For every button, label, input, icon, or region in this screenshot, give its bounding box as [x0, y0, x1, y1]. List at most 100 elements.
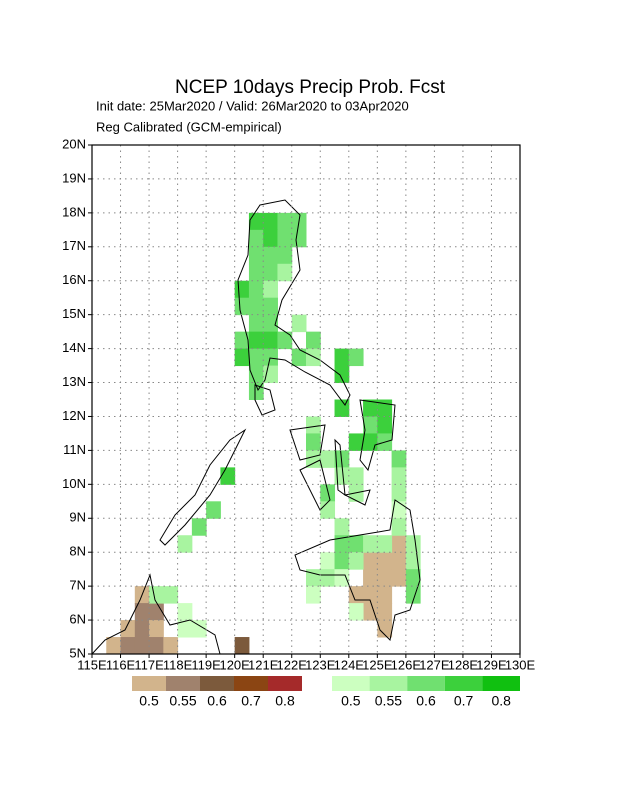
x-tick-label: 122E	[277, 657, 308, 672]
prob-cell	[391, 552, 407, 570]
prob-cell	[263, 348, 278, 367]
prob-cell	[391, 569, 407, 587]
prob-cell	[377, 552, 393, 570]
legend-swatch	[332, 676, 370, 691]
x-tick-label: 126E	[391, 657, 422, 672]
prob-cell	[248, 314, 264, 333]
x-tick-label: 130E	[505, 657, 536, 672]
prob-cell	[277, 212, 293, 231]
y-tick-label: 5N	[69, 645, 86, 660]
legend-swatch	[407, 676, 445, 691]
subtitle: Init date: 25Mar2020 / Valid: 26Mar2020 …	[96, 98, 409, 113]
y-tick-label: 14N	[62, 340, 86, 355]
prob-cell	[306, 348, 321, 367]
y-tick-label: 18N	[62, 204, 86, 219]
prob-cell	[363, 416, 378, 434]
prob-cell	[263, 212, 278, 231]
prob-cell	[263, 365, 278, 384]
coastline	[359, 399, 396, 472]
legend-label: 0.8	[275, 693, 295, 709]
prob-cell	[363, 552, 378, 570]
legend-swatch	[166, 676, 200, 691]
prob-cell	[177, 535, 193, 553]
prob-cell	[348, 467, 364, 485]
prob-cell	[120, 637, 136, 655]
y-tick-label: 7N	[69, 578, 86, 593]
prob-cell	[234, 297, 250, 316]
x-tick-label: 119E	[191, 657, 221, 672]
prob-cell	[377, 399, 393, 417]
x-tick-label: 127E	[419, 657, 450, 672]
prob-cell	[363, 603, 378, 621]
prob-cell	[306, 416, 321, 434]
legend-swatch	[444, 676, 483, 691]
y-tick-label: 10N	[62, 476, 86, 491]
prob-cell	[334, 467, 350, 485]
prob-cell	[348, 586, 364, 604]
x-tick-label: 123E	[305, 657, 336, 672]
prob-cell	[363, 433, 378, 451]
prob-cell	[306, 586, 321, 604]
prob-cell	[149, 586, 164, 604]
prob-cell	[320, 552, 336, 570]
prob-cell	[377, 603, 393, 621]
prob-cell	[263, 229, 278, 248]
prob-cell	[134, 603, 150, 621]
legend-swatch	[234, 676, 268, 691]
prob-cell	[363, 569, 378, 587]
x-tick-label: 121E	[248, 657, 279, 672]
x-tick-label: 125E	[362, 657, 393, 672]
legend-label: 0.6	[207, 693, 227, 709]
prob-cell	[234, 280, 250, 299]
prob-cell	[263, 297, 278, 316]
prob-cell	[306, 450, 321, 468]
y-tick-label: 9N	[69, 510, 86, 525]
prob-cell	[263, 280, 278, 299]
prob-cell	[248, 246, 264, 265]
coastline	[343, 489, 371, 506]
coastline	[254, 384, 276, 416]
prob-cell	[248, 280, 264, 299]
legend-swatch	[482, 676, 520, 691]
prob-cell	[106, 637, 122, 655]
legend-label: 0.5	[139, 693, 159, 709]
prob-cell	[191, 620, 207, 638]
coastline	[294, 499, 421, 642]
legend-label: 0.55	[169, 693, 196, 709]
coastline	[299, 459, 331, 511]
prob-cell	[377, 569, 393, 587]
prob-cell	[149, 620, 164, 638]
prob-cell	[405, 569, 421, 587]
y-tick-label: 17N	[62, 238, 86, 253]
prob-cell	[391, 535, 407, 553]
prob-cell	[377, 620, 393, 638]
plot-frame	[91, 144, 521, 655]
legend-label: 0.55	[375, 693, 402, 709]
prob-cell	[334, 365, 350, 384]
legend-label: 0.7	[241, 693, 261, 709]
x-tick-label: 120E	[219, 657, 250, 672]
prob-cell	[320, 450, 336, 468]
prob-cell	[163, 637, 179, 655]
prob-cell	[348, 348, 364, 367]
prob-cell	[377, 586, 393, 604]
prob-cell	[248, 348, 264, 367]
legend-label: 0.6	[416, 693, 436, 709]
prob-cell	[391, 450, 407, 468]
subtitle: Reg Calibrated (GCM-empirical)	[96, 119, 282, 134]
prob-cell	[348, 603, 364, 621]
prob-cell	[248, 212, 264, 231]
prob-cell	[348, 433, 364, 451]
y-tick-label: 6N	[69, 612, 86, 627]
prob-cell	[263, 246, 278, 265]
x-tick-label: 129E	[476, 657, 507, 672]
y-tick-label: 15N	[62, 306, 86, 321]
y-tick-label: 20N	[62, 136, 86, 151]
coastline	[91, 573, 221, 655]
legend-label: 0.8	[491, 693, 511, 709]
prob-cell	[334, 518, 350, 536]
prob-cell	[348, 535, 364, 553]
prob-cell	[248, 229, 264, 248]
prob-cell	[220, 467, 236, 485]
